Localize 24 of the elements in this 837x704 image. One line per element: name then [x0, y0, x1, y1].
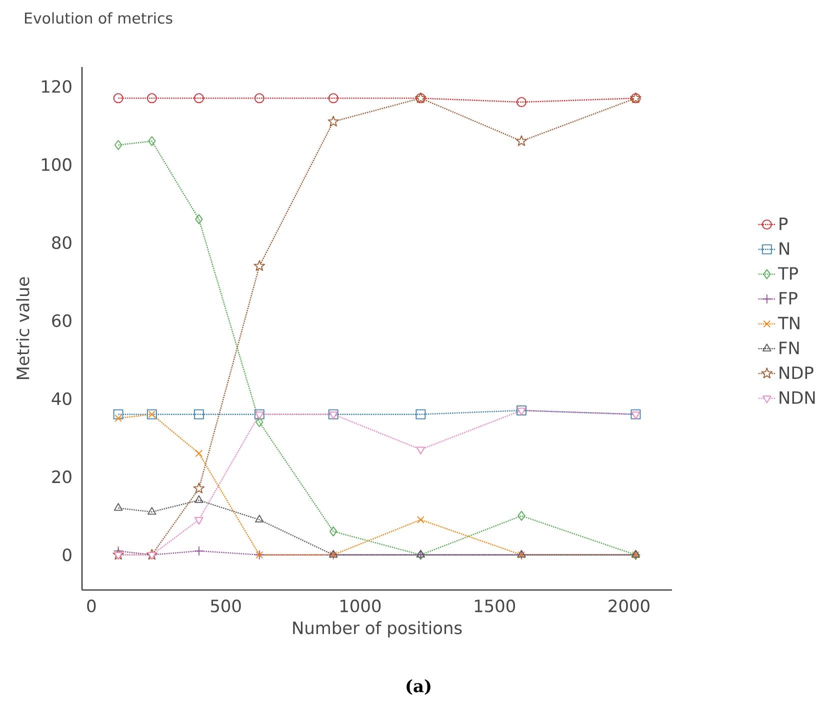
legend-label: N	[780, 242, 789, 255]
text: (a)	[406, 679, 430, 695]
y-tick-label: 20	[52, 470, 72, 484]
legend-label: TN	[778, 316, 800, 330]
legend-label: P	[780, 218, 788, 230]
chart-title: Evolution of metrics	[24, 12, 172, 24]
x-tick-label: 1500	[474, 599, 516, 612]
y-tick-label: 120	[42, 80, 72, 93]
x-axis-title: Number of positions	[293, 621, 462, 638]
legend-label: FN	[780, 342, 799, 354]
y-tick-label: 60	[52, 314, 72, 328]
y-tick-label: 40	[52, 392, 72, 406]
y-tick-label: 0	[62, 548, 72, 562]
y-tick-label: 100	[42, 158, 72, 171]
legend-label: NDP	[780, 366, 814, 379]
legend-label: FP	[780, 292, 798, 304]
legend-label: TP	[778, 267, 798, 280]
y-axis-title: Metric value	[16, 277, 30, 379]
legend-label: NDN	[780, 391, 815, 404]
x-tick-label: 2000	[608, 599, 650, 612]
x-tick-label: 0	[87, 599, 96, 612]
x-tick-label: 1000	[340, 599, 381, 612]
y-tick-label: 80	[52, 236, 72, 250]
x-tick-label: 500	[210, 599, 241, 612]
